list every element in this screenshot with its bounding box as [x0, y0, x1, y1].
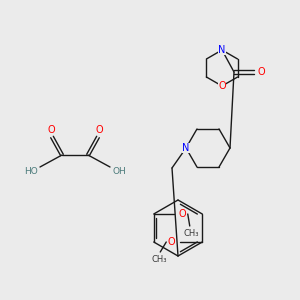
Text: O: O — [95, 125, 103, 135]
Text: N: N — [182, 143, 190, 153]
Text: N: N — [218, 45, 226, 55]
Text: O: O — [179, 209, 187, 219]
Text: CH₃: CH₃ — [183, 230, 199, 238]
Text: OH: OH — [112, 167, 126, 176]
Text: O: O — [257, 67, 265, 77]
Text: CH₃: CH₃ — [152, 256, 167, 265]
Text: O: O — [218, 81, 226, 91]
Text: O: O — [167, 237, 175, 247]
Text: O: O — [47, 125, 55, 135]
Text: HO: HO — [24, 167, 38, 176]
